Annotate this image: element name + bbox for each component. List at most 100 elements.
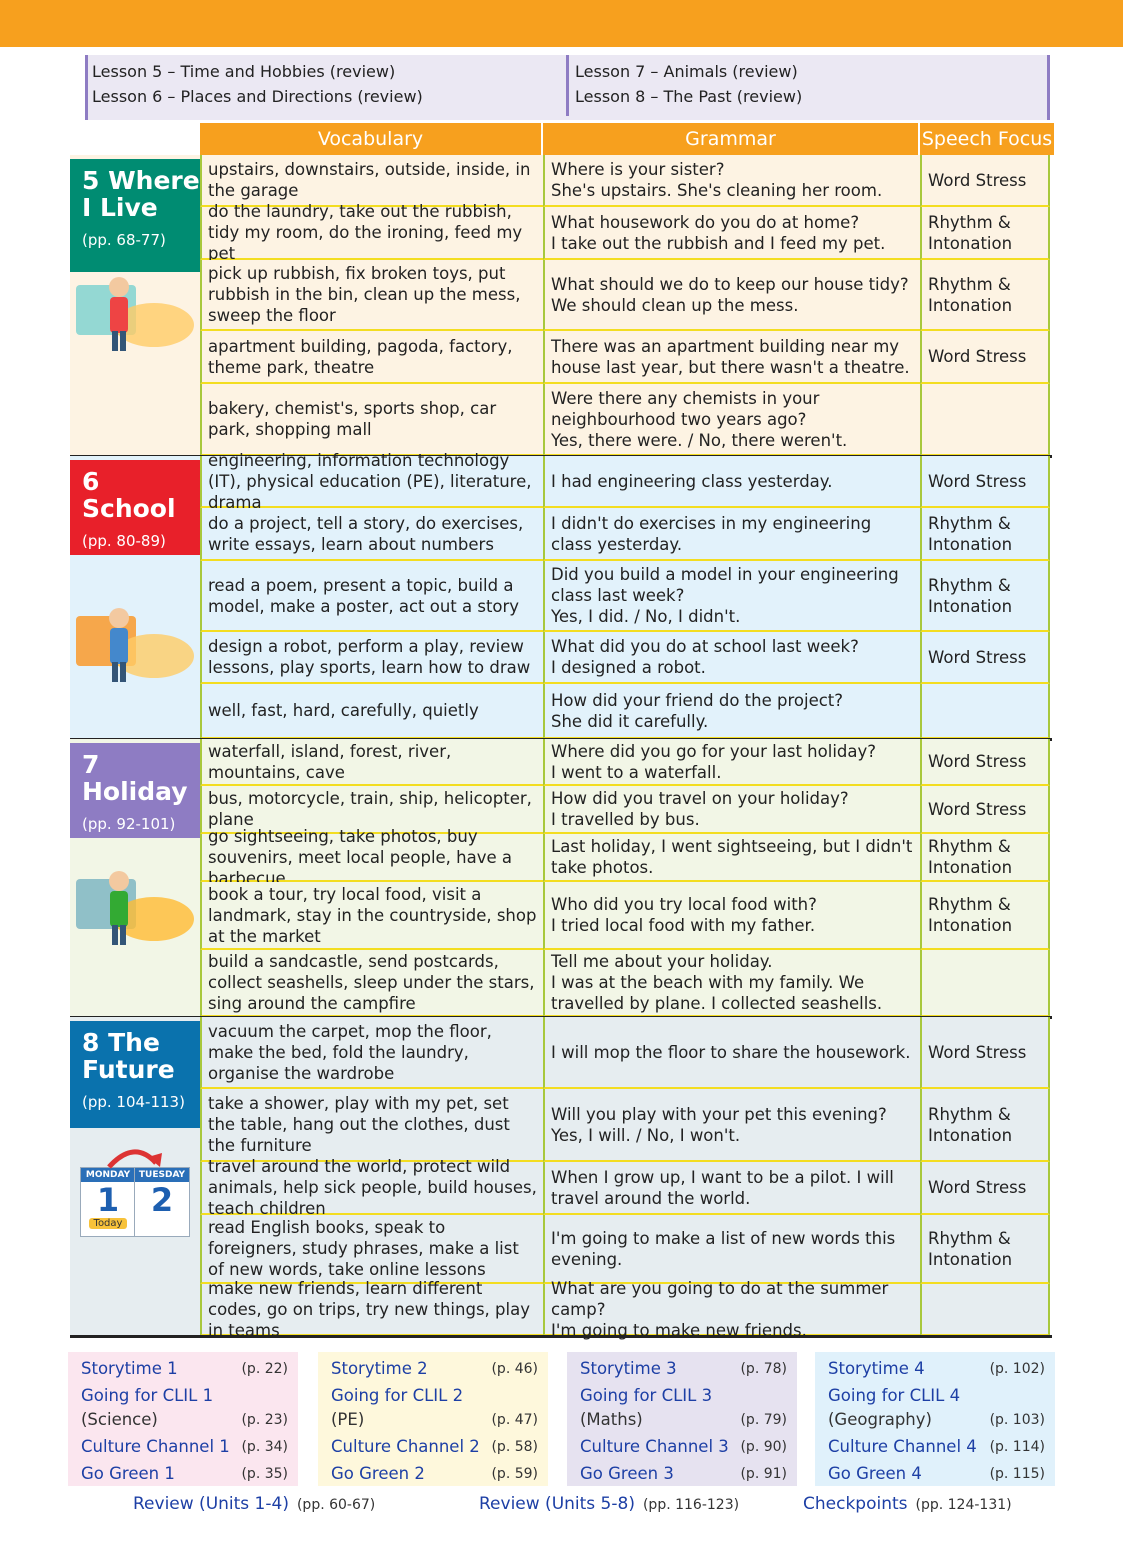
unit-title[interactable]: 6 School xyxy=(82,467,176,523)
extras-item[interactable]: Going for CLIL 1 xyxy=(81,1384,288,1408)
extras-item[interactable]: Storytime 1 (p. 22) xyxy=(81,1357,288,1381)
extras-item[interactable]: Storytime 4 (p. 102) xyxy=(828,1357,1045,1381)
vocab-cell: well, fast, hard, carefully, quietly xyxy=(200,684,543,739)
extras-item[interactable]: Storytime 3 (p. 78) xyxy=(580,1357,787,1381)
table-row: well, fast, hard, carefully, quietly How … xyxy=(70,684,1050,739)
extras-link[interactable]: Go Green 4 xyxy=(828,1464,922,1483)
extras-link[interactable]: Storytime 4 xyxy=(828,1359,925,1378)
lesson-6[interactable]: Lesson 6 – Places and Directions (review… xyxy=(92,87,423,106)
extras-item[interactable]: Go Green 3 (p. 91) xyxy=(580,1462,787,1486)
vocab-cell: do the laundry, take out the rubbish, ti… xyxy=(200,202,543,263)
grammar-cell: Where did you go for your last holiday? … xyxy=(543,739,920,786)
table-row: engineering, information technology (IT)… xyxy=(70,451,1050,512)
speech-cell: Word Stress xyxy=(920,331,1050,384)
footer-item[interactable]: Review (Units 5-8) (pp. 116-123) xyxy=(479,1494,739,1514)
grammar-cell: What housework do you do at home? I take… xyxy=(543,207,920,260)
unit-separator xyxy=(70,1335,1052,1338)
vocab-cell: apartment building, pagoda, factory, the… xyxy=(200,331,543,384)
grammar-cell: How did you travel on your holiday? I tr… xyxy=(543,786,920,834)
illustration-shapes xyxy=(76,277,194,351)
extras-link[interactable]: Going for CLIL 3 xyxy=(580,1386,713,1405)
extras-link[interactable]: Storytime 3 xyxy=(580,1359,677,1378)
unit-banner[interactable]: 7 Holiday (pp. 92-101) xyxy=(70,743,200,838)
extras-link[interactable]: Storytime 2 xyxy=(331,1359,428,1378)
extras-link[interactable]: Culture Channel 3 xyxy=(580,1437,729,1456)
extras-page: (p. 114) xyxy=(989,1439,1045,1455)
children-building-model-icon xyxy=(74,596,198,686)
extras-item[interactable]: Going for CLIL 4 xyxy=(828,1384,1045,1408)
extras-item[interactable]: Go Green 4 (p. 115) xyxy=(828,1462,1045,1486)
extras-item[interactable]: Culture Channel 2 (p. 58) xyxy=(331,1435,538,1459)
extras-item[interactable]: Culture Channel 4 (p. 114) xyxy=(828,1435,1045,1459)
unit-5: 5 Where I Live (pp. 68-77) upstairs, downs… xyxy=(70,155,1052,458)
speech-cell: Word Stress xyxy=(920,456,1050,508)
footer-link[interactable]: Checkpoints xyxy=(803,1494,908,1514)
extras-link[interactable]: Storytime 1 xyxy=(81,1359,178,1378)
extras-link[interactable]: Going for CLIL 1 xyxy=(81,1386,214,1405)
extras-item[interactable]: Go Green 2 (p. 59) xyxy=(331,1462,538,1486)
table-row: read English books, speak to foreigners,… xyxy=(70,1215,1050,1284)
unit-title[interactable]: 7 Holiday xyxy=(82,750,188,806)
extras-page: (p. 79) xyxy=(740,1412,787,1428)
table-row: vacuum the carpet, mop the floor, make t… xyxy=(70,1017,1050,1089)
extras-page: (p. 46) xyxy=(491,1361,538,1377)
speech-cell: Rhythm & Intonation xyxy=(920,260,1050,331)
unit-banner[interactable]: 8 The Future (pp. 104-113) xyxy=(70,1021,200,1128)
lesson-5[interactable]: Lesson 5 – Time and Hobbies (review) xyxy=(92,62,396,81)
extras-subject: (PE) xyxy=(331,1410,365,1429)
extras-item[interactable]: Culture Channel 1 (p. 34) xyxy=(81,1435,288,1459)
grammar-cell: I didn't do exercises in my engineering … xyxy=(543,508,920,561)
extras-link[interactable]: Going for CLIL 2 xyxy=(331,1386,464,1405)
extras-link[interactable]: Culture Channel 4 xyxy=(828,1437,977,1456)
footer-page: (pp. 116-123) xyxy=(642,1497,740,1513)
speech-cell: Word Stress xyxy=(920,739,1050,786)
extras-page: (p. 115) xyxy=(989,1466,1045,1482)
footer-item[interactable]: Review (Units 1-4) (pp. 60-67) xyxy=(133,1494,375,1514)
lesson-7[interactable]: Lesson 7 – Animals (review) xyxy=(575,62,798,81)
vocab-cell: pick up rubbish, fix broken toys, put ru… xyxy=(200,260,543,331)
extras-link[interactable]: Go Green 3 xyxy=(580,1464,674,1483)
vocab-cell: vacuum the carpet, mop the floor, make t… xyxy=(200,1017,543,1089)
unit-7: 7 Holiday (pp. 92-101) waterfall, island, … xyxy=(70,739,1052,1019)
girl-sweeping-icon xyxy=(74,265,198,355)
footer-link[interactable]: Review (Units 5-8) xyxy=(479,1494,635,1514)
unit-pages: (pp. 92-101) xyxy=(82,815,176,833)
speech-cell xyxy=(920,684,1050,739)
extras-item[interactable]: Culture Channel 3 (p. 90) xyxy=(580,1435,787,1459)
unit-banner[interactable]: 5 Where I Live (pp. 68-77) xyxy=(70,159,200,272)
vocab-cell: build a sandcastle, send postcards, coll… xyxy=(200,950,543,1017)
footer-link[interactable]: Review (Units 1-4) xyxy=(133,1494,289,1514)
extras-page: (p. 59) xyxy=(491,1466,538,1482)
extras-link[interactable]: Go Green 1 xyxy=(81,1464,175,1483)
grammar-cell: What did you do at school last week? I d… xyxy=(543,632,920,684)
extras-subject: (Geography) xyxy=(828,1410,932,1429)
grammar-cell: What are you going to do at the summer c… xyxy=(543,1279,920,1340)
vocab-cell: design a robot, perform a play, review l… xyxy=(200,632,543,684)
extras-item[interactable]: Going for CLIL 3 xyxy=(580,1384,787,1408)
unit-title[interactable]: 5 Where I Live xyxy=(82,166,200,222)
calendar-number: 2 xyxy=(150,1181,174,1219)
extras-link[interactable]: Culture Channel 1 xyxy=(81,1437,230,1456)
unit-title[interactable]: 8 The Future xyxy=(82,1028,175,1084)
grammar-cell: Were there any chemists in your neighbou… xyxy=(543,384,920,456)
lesson-8[interactable]: Lesson 8 – The Past (review) xyxy=(575,87,803,106)
table-row: do a project, tell a story, do exercises… xyxy=(70,508,1050,561)
extras-link[interactable]: Culture Channel 2 xyxy=(331,1437,480,1456)
unit-banner[interactable]: 6 School (pp. 80-89) xyxy=(70,460,200,555)
extras-item[interactable]: Go Green 1 (p. 35) xyxy=(81,1462,288,1486)
extras-page: (p. 91) xyxy=(740,1466,787,1482)
extras-item[interactable]: Storytime 2 (p. 46) xyxy=(331,1357,538,1381)
grammar-cell: Who did you try local food with? I tried… xyxy=(543,882,920,950)
extras-page: (p. 34) xyxy=(241,1439,288,1455)
extras-item-sub: (Geography) (p. 103) xyxy=(828,1408,1045,1432)
extras-link[interactable]: Going for CLIL 4 xyxy=(828,1386,961,1405)
extras-box-4: Storytime 4 (p. 102) Going for CLIL 4 (Geog… xyxy=(815,1352,1055,1486)
grammar-cell: Did you build a model in your engineerin… xyxy=(543,561,920,632)
extras-item[interactable]: Going for CLIL 2 xyxy=(331,1384,538,1408)
table-row: book a tour, try local food, visit a lan… xyxy=(70,882,1050,950)
extras-link[interactable]: Go Green 2 xyxy=(331,1464,425,1483)
speech-cell: Rhythm & Intonation xyxy=(920,1089,1050,1162)
grammar-cell: Will you play with your pet this evening… xyxy=(543,1089,920,1162)
footer-item[interactable]: Checkpoints (pp. 124-131) xyxy=(803,1494,1012,1514)
speech-cell: Rhythm & Intonation xyxy=(920,834,1050,882)
